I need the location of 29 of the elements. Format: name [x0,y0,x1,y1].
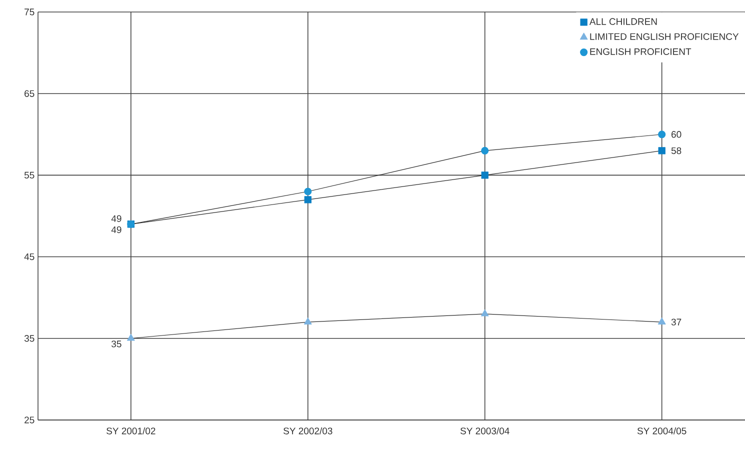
data-label: 49 [111,215,122,222]
point [481,172,488,179]
y-tick-label: 75 [24,8,34,16]
y-tick-label: 65 [24,90,34,97]
y-tick-label: 25 [24,416,34,424]
x-tick-label: SY 2002/03 [284,427,332,434]
x-tick-label: SY 2001/02 [106,427,156,434]
point [481,146,489,154]
y-tick-label: 55 [24,172,34,179]
legend-label: LIMITED ENGLISH PROFICIENCY [590,33,739,40]
data-label: 58 [671,147,682,154]
x-tick-label: SY 2003/04 [460,427,510,434]
data-label: 37 [671,318,682,326]
y-tick-label: 35 [24,335,34,342]
data-label: 49 [111,226,122,234]
legend-label: ALL CHILDREN [589,18,657,25]
x-tick-label: SY 2004/05 [637,427,686,434]
legend-label: ENGLISH PROFICIENT [590,48,692,55]
point [658,318,666,324]
point [658,130,666,138]
data-label: 60 [672,131,682,138]
point [304,318,312,324]
point [480,309,489,316]
y-tick-label: 45 [24,253,34,260]
point [304,196,312,204]
point [658,147,666,154]
point [126,334,135,341]
data-label: 35 [112,340,122,348]
point [304,188,312,196]
